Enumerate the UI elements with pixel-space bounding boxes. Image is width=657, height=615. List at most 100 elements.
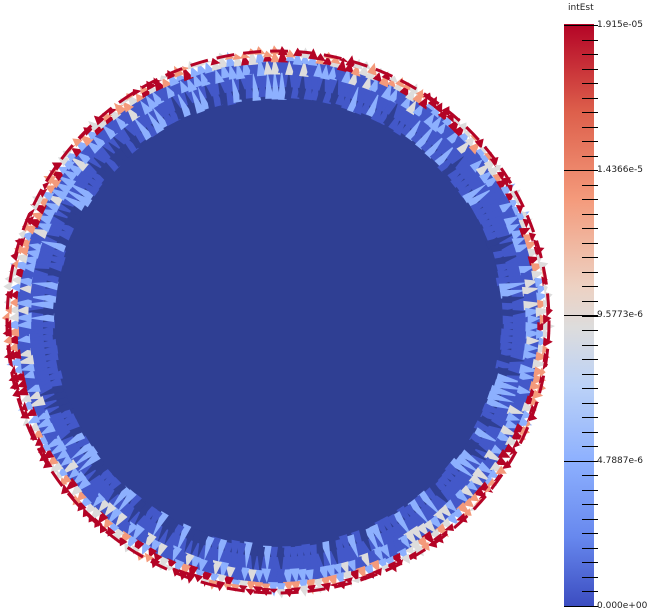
mesh-boundary-cell — [126, 498, 146, 525]
mesh-boundary-cell — [470, 193, 498, 214]
mesh-boundary-cell — [458, 176, 484, 199]
mesh-boundary-cell — [339, 561, 349, 576]
mesh-boundary-cell — [450, 136, 464, 152]
mesh-boundary-cell — [524, 279, 539, 289]
mesh-boundary-cell — [400, 113, 417, 137]
mesh-boundary-cell — [12, 387, 21, 398]
mesh-boundary-cell — [68, 466, 81, 479]
mesh-boundary-cell — [79, 132, 88, 141]
mesh-boundary-cell — [80, 457, 105, 480]
colorbar-minor-tick — [582, 345, 598, 346]
mesh-boundary-cell — [527, 256, 540, 266]
mesh-boundary-cell — [48, 413, 77, 431]
colorbar-minor-tick — [582, 83, 598, 84]
mesh-boundary-cell — [363, 526, 381, 555]
mesh-boundary-cell — [506, 404, 525, 414]
mesh-boundary-cell — [180, 66, 191, 72]
mesh-boundary-cell — [330, 55, 341, 65]
mesh-boundary-cell — [232, 53, 243, 60]
mesh-boundary-cell — [313, 61, 323, 78]
mesh-boundary-cell — [49, 407, 73, 423]
mesh-boundary-cell — [245, 72, 255, 99]
mesh-boundary-cell — [100, 477, 122, 500]
mesh-boundary-cell — [57, 157, 70, 167]
mesh-boundary-cell — [344, 62, 354, 74]
mesh-boundary-cell — [441, 155, 465, 179]
mesh-boundary-cell — [74, 169, 103, 191]
mesh-boundary-cell — [59, 194, 86, 211]
mesh-boundary-cell — [77, 490, 87, 502]
colorbar-minor-tick — [582, 98, 598, 99]
mesh-boundary-cell — [13, 312, 32, 322]
mesh-boundary-cell — [36, 247, 66, 259]
mesh-boundary-cell — [115, 105, 124, 112]
mesh-boundary-cell — [97, 498, 111, 513]
mesh-boundary-cell — [479, 147, 486, 156]
mesh-boundary-cell — [466, 188, 494, 208]
mesh-boundary-cell — [420, 129, 441, 154]
mesh-boundary-cell — [144, 552, 154, 563]
mesh-boundary-cell — [348, 569, 359, 583]
mesh-boundary-cell — [519, 425, 530, 436]
mesh-boundary-cell — [36, 254, 66, 266]
mesh-boundary-cell — [513, 392, 530, 402]
mesh-boundary-cell — [58, 166, 69, 175]
mesh-boundary-cell — [42, 395, 70, 410]
mesh-boundary-cell — [543, 314, 552, 325]
colorbar-minor-tick — [582, 170, 598, 171]
mesh-boundary-cell — [350, 530, 366, 558]
mesh-boundary-cell — [351, 577, 362, 584]
mesh-boundary-cell — [32, 275, 60, 284]
mesh-boundary-cell — [543, 283, 548, 295]
mesh-boundary-cell — [198, 557, 208, 574]
mesh-boundary-cell — [297, 70, 306, 99]
mesh-boundary-cell — [466, 438, 490, 454]
mesh-boundary-cell — [410, 118, 431, 145]
mesh-boundary-cell — [133, 104, 146, 117]
mesh-boundary-cell — [263, 545, 272, 575]
mesh-boundary-cell — [26, 288, 58, 297]
mesh-boundary-cell — [453, 489, 471, 504]
colorbar-minor-tick — [582, 417, 598, 418]
mesh-boundary-cell — [500, 334, 533, 344]
mesh-boundary-cell — [345, 534, 360, 560]
mesh-boundary-cell — [88, 121, 101, 132]
mesh-boundary-cell — [269, 546, 278, 572]
mesh-boundary-cell — [332, 563, 342, 576]
mesh-boundary-cell — [386, 513, 405, 539]
mesh-boundary-cell — [315, 53, 326, 62]
mesh-boundary-cell — [114, 115, 129, 131]
mesh-boundary-cell — [433, 102, 443, 114]
mesh-boundary-cell — [28, 389, 42, 400]
mesh-boundary-cell — [354, 70, 364, 89]
mesh-boundary-cell — [485, 226, 515, 243]
mesh-boundary-cell — [60, 476, 68, 485]
mesh-boundary-cell — [326, 540, 339, 568]
mesh-boundary-cell — [116, 489, 137, 515]
mesh-boundary-cell — [480, 213, 507, 231]
mesh-boundary-cell — [455, 454, 481, 474]
colorbar-minor-tick — [582, 388, 598, 389]
mesh-boundary-cell — [174, 65, 185, 78]
mesh-boundary-cell — [523, 343, 540, 353]
mesh-boundary-cell — [468, 492, 479, 502]
mesh-boundary-cell — [372, 567, 382, 576]
mesh-boundary-cell — [495, 275, 528, 287]
mesh-boundary-cell — [165, 85, 177, 99]
mesh-boundary-cell — [501, 302, 531, 312]
mesh-boundary-cell — [468, 141, 481, 155]
colorbar-minor-tick — [582, 228, 598, 229]
mesh-boundary-cell — [27, 242, 43, 252]
mesh-boundary-cell — [489, 384, 521, 397]
mesh-boundary-cell — [376, 97, 393, 126]
mesh-boundary-cell — [43, 429, 58, 442]
mesh-boundary-cell — [53, 418, 80, 437]
mesh-boundary-cell — [278, 49, 288, 63]
mesh-boundary-cell — [516, 385, 532, 395]
mesh-boundary-cell — [71, 147, 83, 158]
mesh-boundary-cell — [20, 392, 32, 402]
mesh-boundary-cell — [156, 99, 175, 127]
mesh-boundary-cell — [532, 374, 547, 384]
mesh-boundary-cell — [490, 240, 519, 255]
